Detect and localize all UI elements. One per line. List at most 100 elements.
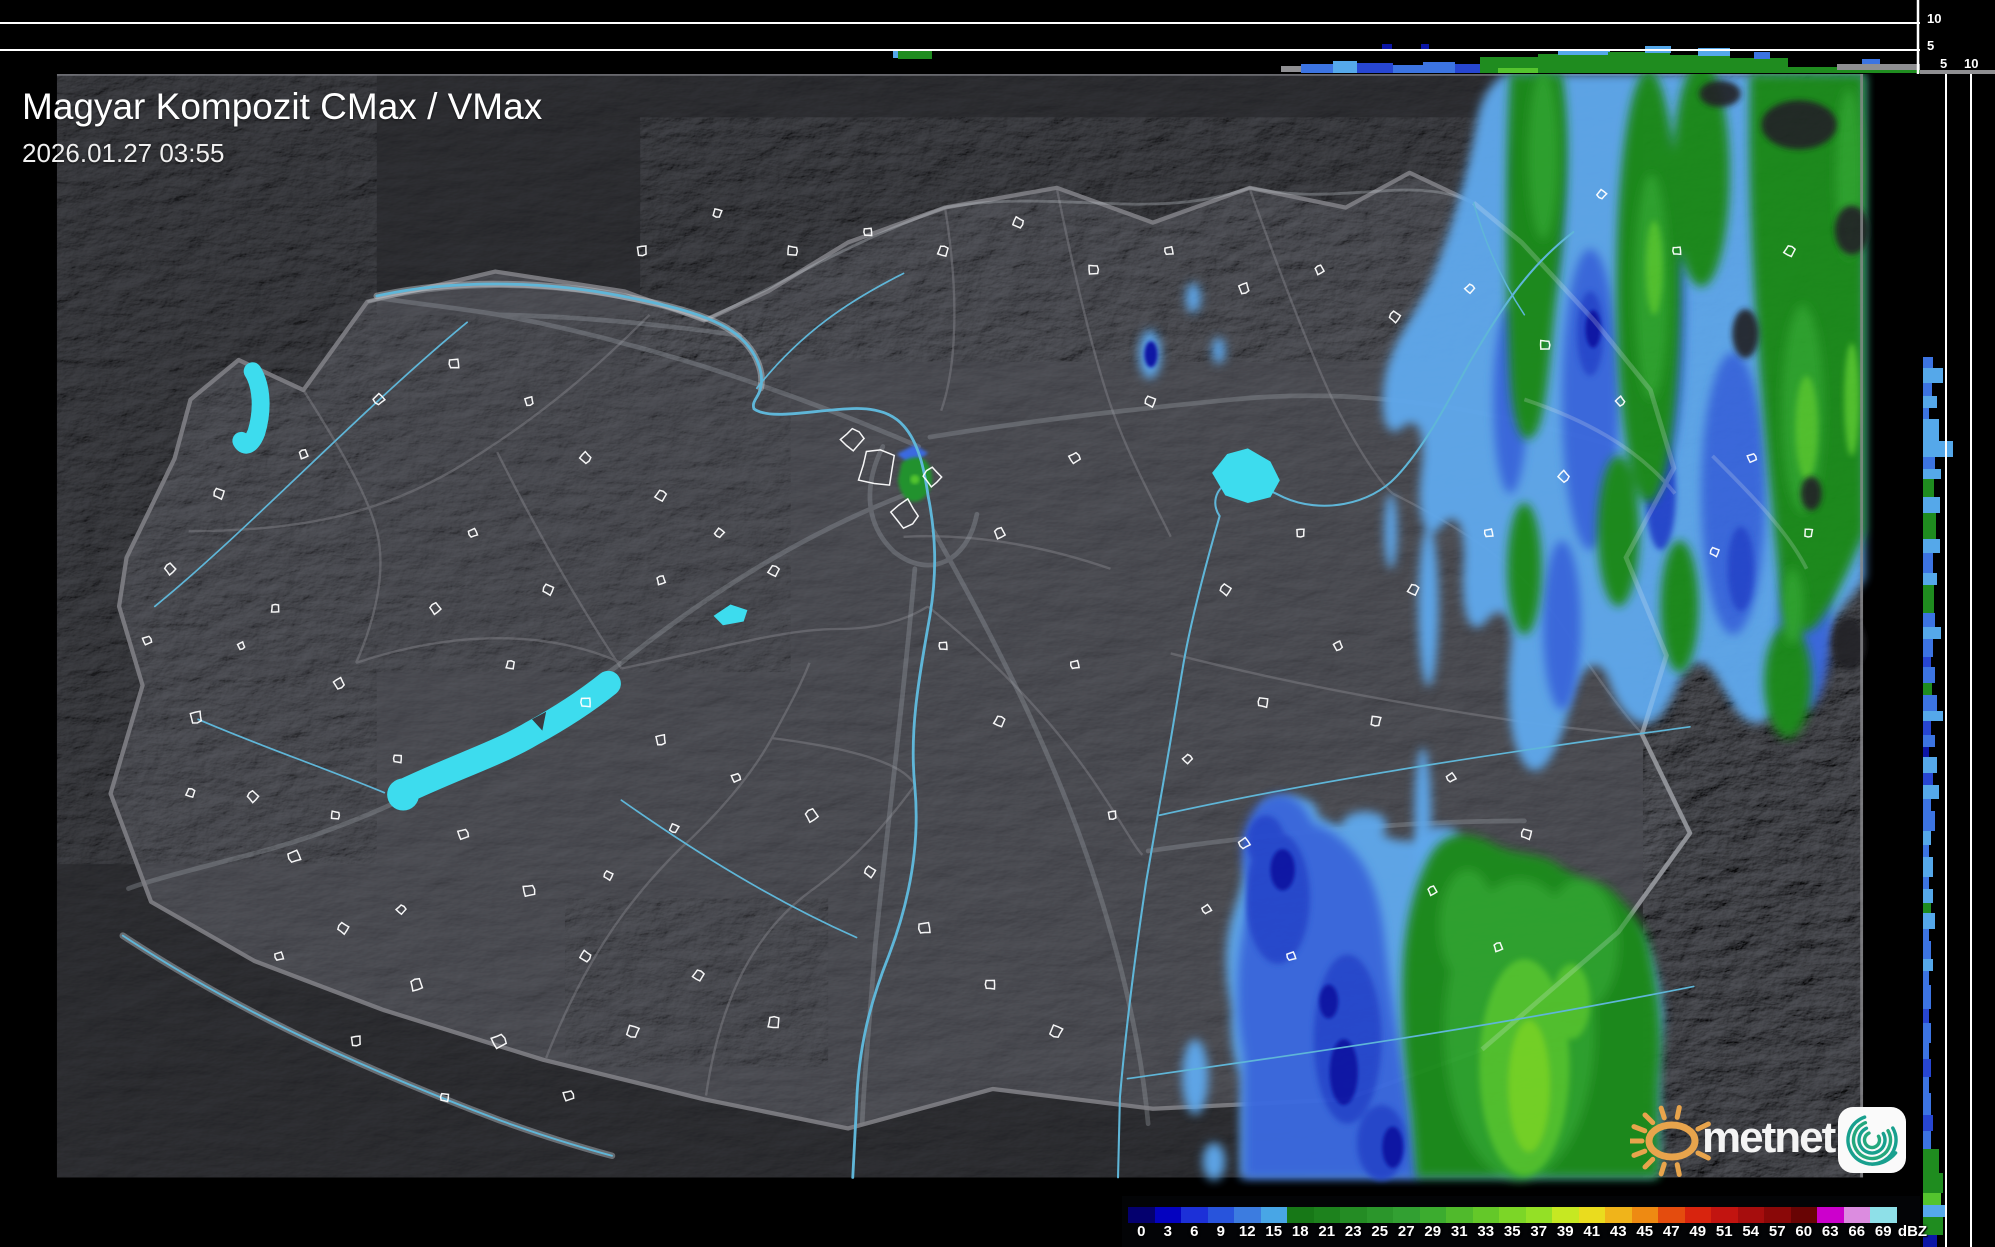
river-bodrog [1472,202,1526,316]
town-boundary [410,977,424,992]
dbz-color-cell [1154,1207,1181,1223]
town-boundary [1804,528,1814,538]
town-boundary [394,904,407,916]
town-boundary [141,635,153,646]
town-boundary [1257,697,1269,709]
legend-tick-label: 54 [1742,1223,1760,1240]
right-profile-bar [1923,553,1933,573]
right-profile-bar [1923,1043,1929,1059]
town-boundary [189,710,203,724]
legend-tick-label: 37 [1530,1223,1548,1240]
sun-ray [1631,1124,1648,1134]
top-profile-bar [1670,55,1730,73]
town-boundary [542,583,555,597]
right-profile-bar [1923,683,1932,695]
top-profile-bar [1498,68,1542,73]
right-profile-bar [1923,971,1929,985]
right-profile-bar [1923,627,1941,639]
mountains-west [56,74,377,865]
town-boundary [330,810,341,820]
town-boundary [236,640,246,651]
dbz-color-cell [1419,1207,1446,1223]
town-boundary [1088,264,1100,275]
river-tisza [1116,230,1575,1179]
right-profile-bar [1923,1077,1929,1093]
town-boundary [523,395,534,407]
right-profile-bar [1923,1023,1931,1043]
town-boundary [1200,903,1213,915]
top-profile-bar [1357,63,1393,73]
county-borders [188,188,1644,1096]
timestamp: 2026.01.27 03:55 [22,138,225,168]
right-profile-bar [1923,457,1935,469]
sun-icon [1630,1105,1711,1177]
town-boundary [1011,215,1025,229]
dbz-color-cell [1446,1207,1473,1223]
right-profile-bar [1923,585,1934,613]
town-boundary [163,562,177,577]
corner-baseline [1920,70,1995,74]
town-boundary [490,1033,508,1050]
right-profile-bar [1923,959,1933,971]
town-boundary [653,489,668,503]
right-profile-bar [1923,799,1931,811]
town-boundary [184,787,196,798]
road-north [496,312,743,338]
town-boundary [1286,950,1297,962]
town-boundary [625,1024,641,1038]
right-profile-bar [1923,1149,1939,1173]
sun-ray [1658,1105,1667,1121]
right-profile-bar [1923,1115,1933,1131]
town-boundary [889,497,920,530]
town-boundary [1709,546,1720,558]
top-profile-bar [1837,64,1920,70]
town-boundary [332,676,346,690]
dbz-color-cell [1790,1207,1817,1223]
right-height-profile [1923,74,1995,1247]
town-boundary [1782,245,1797,258]
dbz-color-cell [1472,1207,1499,1223]
legend-tick-label: 57 [1768,1223,1786,1240]
top-profile-bar [893,51,898,58]
right-profile-bar [1923,539,1940,553]
town-boundary [804,807,820,824]
dbz-color-cell [1764,1207,1791,1223]
town-boundary [603,869,614,882]
legend-tick-label: 18 [1291,1223,1309,1240]
town-boundaries [141,188,1814,1103]
legend-tick-label: 33 [1477,1223,1495,1240]
top-profile-bar [1382,44,1392,50]
right-profile-bar [1923,1009,1929,1023]
legend-tick-label: 41 [1583,1223,1601,1240]
legend-tick-label: 25 [1371,1223,1389,1240]
right-profile-bar [1923,419,1939,441]
dbz-color-cell [1234,1207,1261,1223]
right-profile-bar [1923,695,1937,711]
legend-tick-label: 12 [1238,1223,1256,1240]
town-boundary [992,715,1006,728]
town-boundary [1181,753,1194,765]
town-boundary [270,603,280,613]
right-profile-bar [1923,747,1929,757]
right-profile-bar [1923,513,1936,539]
town-boundary [1427,885,1438,897]
town-boundary [839,427,866,452]
legend-tick-label: 31 [1450,1223,1468,1240]
sun-ray [1642,1156,1656,1170]
lake-velence [713,604,748,626]
town-boundary [917,921,931,934]
town-boundary [863,227,873,237]
right-profile-bar [1923,857,1933,877]
dbz-color-cell [1207,1207,1234,1223]
top-profile-bar [1698,48,1730,56]
dbz-color-cell [1737,1207,1764,1223]
town-boundary [246,789,260,804]
town-boundary [1296,528,1305,538]
right-profile-bar [1923,711,1943,721]
right-profile-bar [1923,913,1935,929]
right-profile-bar [1923,831,1931,845]
right-profile-bar [1923,1093,1931,1115]
dbz-color-cell [1128,1207,1155,1223]
town-boundary [691,969,706,982]
town-boundary [1219,582,1233,597]
